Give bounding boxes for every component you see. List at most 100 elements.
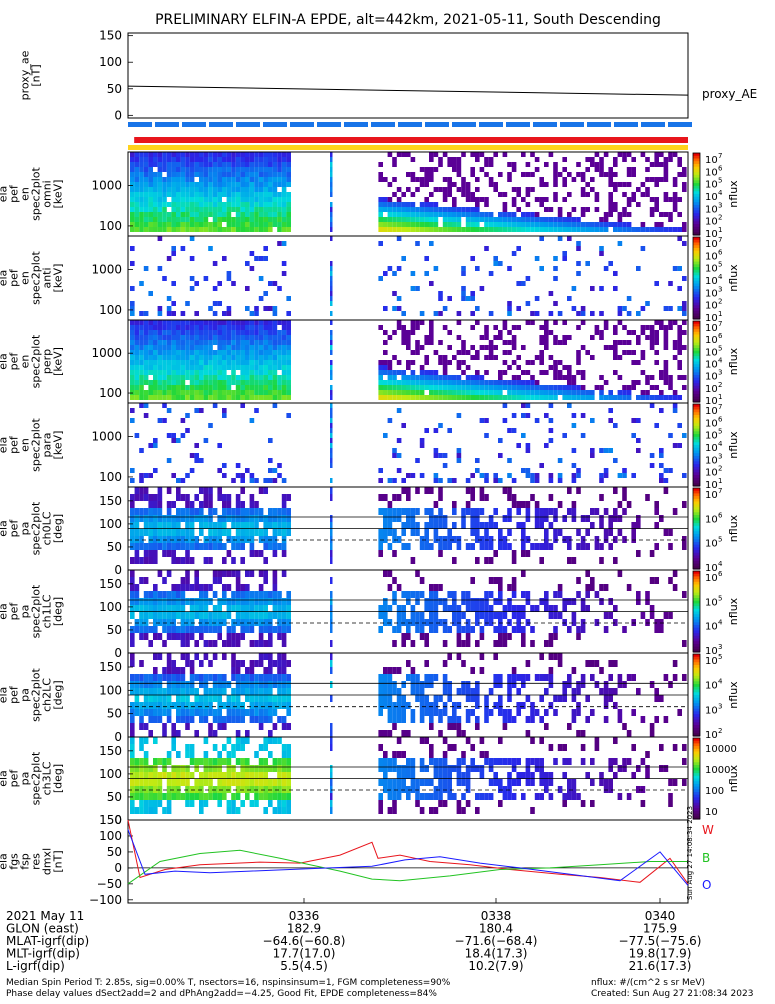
spectrogram-cell — [144, 157, 149, 162]
spectrogram-cell — [576, 241, 581, 246]
spectrogram-cell — [153, 365, 158, 370]
spectrogram-cell — [604, 380, 609, 385]
spectrogram-cell — [245, 529, 250, 536]
spectrogram-cell — [599, 395, 604, 400]
spectrogram-cell — [181, 433, 186, 438]
spectrogram-cell — [286, 177, 291, 182]
spectrogram-cell — [190, 330, 195, 335]
spectrogram-cell — [677, 335, 682, 340]
spectrogram-cell — [185, 212, 190, 217]
spectrogram-cell — [576, 385, 581, 390]
spectrogram-cell — [530, 494, 535, 501]
spectrogram-cell — [282, 197, 287, 202]
spectrogram-cell — [144, 702, 149, 709]
spectrogram-cell — [236, 360, 241, 365]
spectrogram-cell — [526, 380, 531, 385]
spectrogram-cell — [222, 311, 227, 316]
spectrogram-cell — [595, 162, 600, 167]
spectrogram-cell — [217, 320, 222, 325]
spectrogram-cell — [330, 360, 333, 365]
spectrogram-cell — [208, 536, 213, 543]
spectrogram-cell — [171, 345, 176, 350]
spectrogram-cell — [415, 487, 420, 494]
spectrogram-cell — [553, 695, 558, 702]
spectrogram-cell — [277, 758, 282, 765]
spectrogram-cell — [167, 522, 172, 529]
spectrogram-cell — [167, 626, 172, 633]
spectrogram-cell — [259, 674, 264, 681]
spectrogram-cell — [213, 325, 218, 330]
spectrogram-cell — [204, 716, 209, 723]
spectrogram-cell — [585, 227, 590, 232]
spectrogram-cell — [664, 360, 669, 365]
spectrogram-cell — [176, 380, 181, 385]
spectrogram-cell — [139, 716, 144, 723]
spectrogram-cell — [240, 619, 245, 626]
spectrogram-cell — [434, 605, 439, 612]
spectrogram-cell — [664, 612, 669, 619]
spectrogram-cell — [631, 433, 636, 438]
spectrogram-cell — [217, 793, 222, 800]
spectrogram-cell — [415, 217, 420, 222]
spectrogram-cell — [438, 311, 443, 316]
status-bar-blue — [344, 122, 368, 127]
spectrogram-cell — [581, 536, 586, 543]
spectrogram-cell — [227, 395, 232, 400]
spectrogram-cell — [245, 779, 250, 786]
spectrogram-cell — [236, 779, 241, 786]
spectrogram-cell — [282, 501, 287, 508]
spectrogram-cell — [388, 227, 393, 232]
spectrogram-cell — [176, 320, 181, 325]
spectrogram-cell — [277, 157, 282, 162]
spectrogram-cell — [470, 222, 475, 227]
spectrogram-cell — [263, 737, 268, 744]
spectrogram-cell — [677, 306, 682, 311]
spectrogram-cell — [530, 626, 535, 633]
spectrogram-cell — [330, 487, 333, 494]
spectrogram-cell — [475, 380, 480, 385]
spectrogram-cell — [434, 626, 439, 633]
spectrogram-cell — [181, 380, 186, 385]
spectrogram-cell — [558, 360, 563, 365]
spectrogram-cell — [259, 162, 264, 167]
spectrogram-cell — [401, 529, 406, 536]
spectrogram-cell — [259, 192, 264, 197]
spectrogram-cell — [158, 591, 163, 598]
spectrogram-cell — [461, 177, 466, 182]
spectrogram-cell — [176, 162, 181, 167]
spectrogram-cell — [190, 598, 195, 605]
spectrogram-cell — [286, 779, 291, 786]
spectrogram-cell — [153, 612, 158, 619]
spectrogram-cell — [470, 380, 475, 385]
spectrogram-cell — [213, 197, 218, 202]
spectrogram-cell — [484, 591, 489, 598]
spectrogram-cell — [507, 222, 512, 227]
spectrogram-cell — [397, 266, 402, 271]
spectrogram-cell — [135, 522, 140, 529]
spectrogram-cell — [222, 591, 227, 598]
spectrogram-cell — [512, 380, 517, 385]
spectrogram-cell — [259, 550, 264, 557]
spectrogram-cell — [526, 536, 531, 543]
spectrogram-cell — [153, 380, 158, 385]
spectrogram-cell — [392, 448, 397, 453]
spectrogram-cell — [383, 619, 388, 626]
spectrogram-cell — [148, 182, 153, 187]
spectrogram-cell — [447, 716, 452, 723]
spectrogram-cell — [438, 390, 443, 395]
spectrogram-cell — [330, 403, 333, 408]
spectrogram-cell — [521, 626, 526, 633]
spectrogram-cell — [167, 501, 172, 508]
spectrogram-cell — [217, 751, 222, 758]
spectrogram-cell — [144, 737, 149, 744]
spectrogram-cell — [604, 468, 609, 473]
spectrogram-cell — [618, 375, 623, 380]
spectrogram-cell — [636, 202, 641, 207]
spectrogram-cell — [130, 584, 135, 591]
spectrogram-cell — [135, 786, 140, 793]
spectrogram-cell — [576, 702, 581, 709]
spectrogram-cell — [273, 162, 278, 167]
spectrogram-cell — [581, 395, 586, 400]
spectrogram-cell — [415, 345, 420, 350]
